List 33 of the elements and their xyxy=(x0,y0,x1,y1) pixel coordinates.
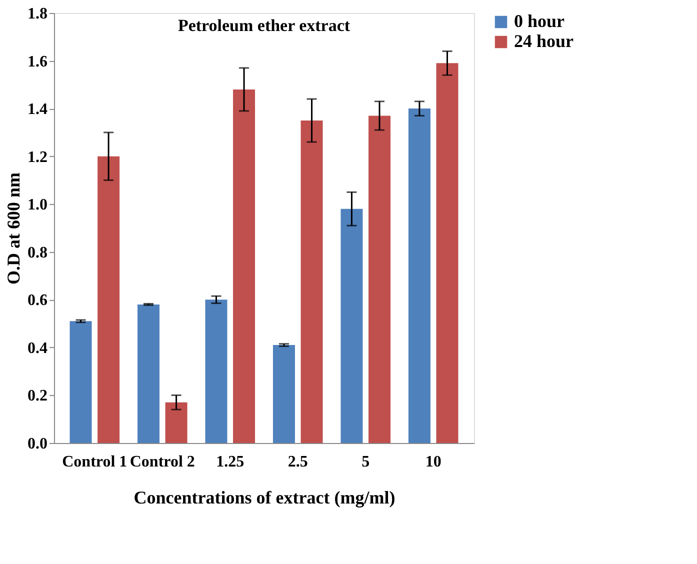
x-tick-label: 10 xyxy=(425,454,442,470)
x-tick-label: 2.5 xyxy=(288,454,308,470)
bar xyxy=(368,116,391,443)
y-tick-label: 0.6 xyxy=(28,292,48,310)
x-tick-label: 5 xyxy=(362,454,370,470)
bar xyxy=(205,300,228,443)
y-axis-title: O.D at 600 nm xyxy=(4,172,24,284)
y-tick-label: 0.4 xyxy=(28,340,48,357)
legend-label: 24 hour xyxy=(514,31,574,51)
bar xyxy=(340,208,363,443)
bar xyxy=(165,402,188,443)
bar xyxy=(272,345,295,443)
x-tick-label: Control 1 xyxy=(62,454,128,470)
y-tick-label: 1.2 xyxy=(28,148,48,166)
x-tick-label: 1.25 xyxy=(216,454,244,470)
bar xyxy=(300,120,323,443)
y-tick-label: 1.8 xyxy=(28,6,48,22)
chart-title: Petroleum ether extract xyxy=(178,16,350,35)
bar xyxy=(98,156,120,443)
x-tick-label: Control 2 xyxy=(130,454,195,470)
bar xyxy=(408,108,430,443)
bar xyxy=(233,89,256,443)
y-tick-label: 0.2 xyxy=(28,388,48,405)
y-tick-label: 0.0 xyxy=(28,436,48,452)
legend-label: 0 hour xyxy=(514,11,565,31)
bar xyxy=(436,63,458,443)
y-tick-label: 0.8 xyxy=(28,244,48,262)
y-tick-label: 1.4 xyxy=(28,101,48,118)
y-tick-label: 1.6 xyxy=(28,53,48,70)
bar xyxy=(137,304,160,443)
y-tick-label: 1.0 xyxy=(28,196,48,214)
bar xyxy=(70,321,92,443)
x-axis-title: Concentrations of extract (mg/ml) xyxy=(134,488,396,508)
